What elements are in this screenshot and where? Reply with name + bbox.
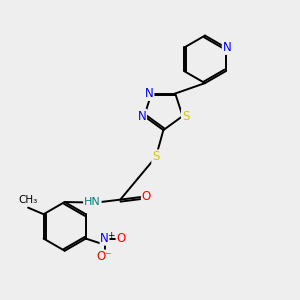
Text: S: S	[182, 110, 189, 123]
Text: +: +	[107, 230, 114, 239]
Text: CH₃: CH₃	[18, 195, 37, 205]
Text: O: O	[142, 190, 151, 203]
Text: N: N	[137, 110, 146, 123]
Text: N: N	[223, 41, 231, 54]
Text: O⁻: O⁻	[97, 250, 112, 263]
Text: O: O	[116, 232, 126, 245]
Text: N: N	[100, 232, 109, 245]
Text: S: S	[152, 150, 160, 163]
Text: HN: HN	[84, 197, 101, 207]
Text: N: N	[145, 87, 154, 100]
